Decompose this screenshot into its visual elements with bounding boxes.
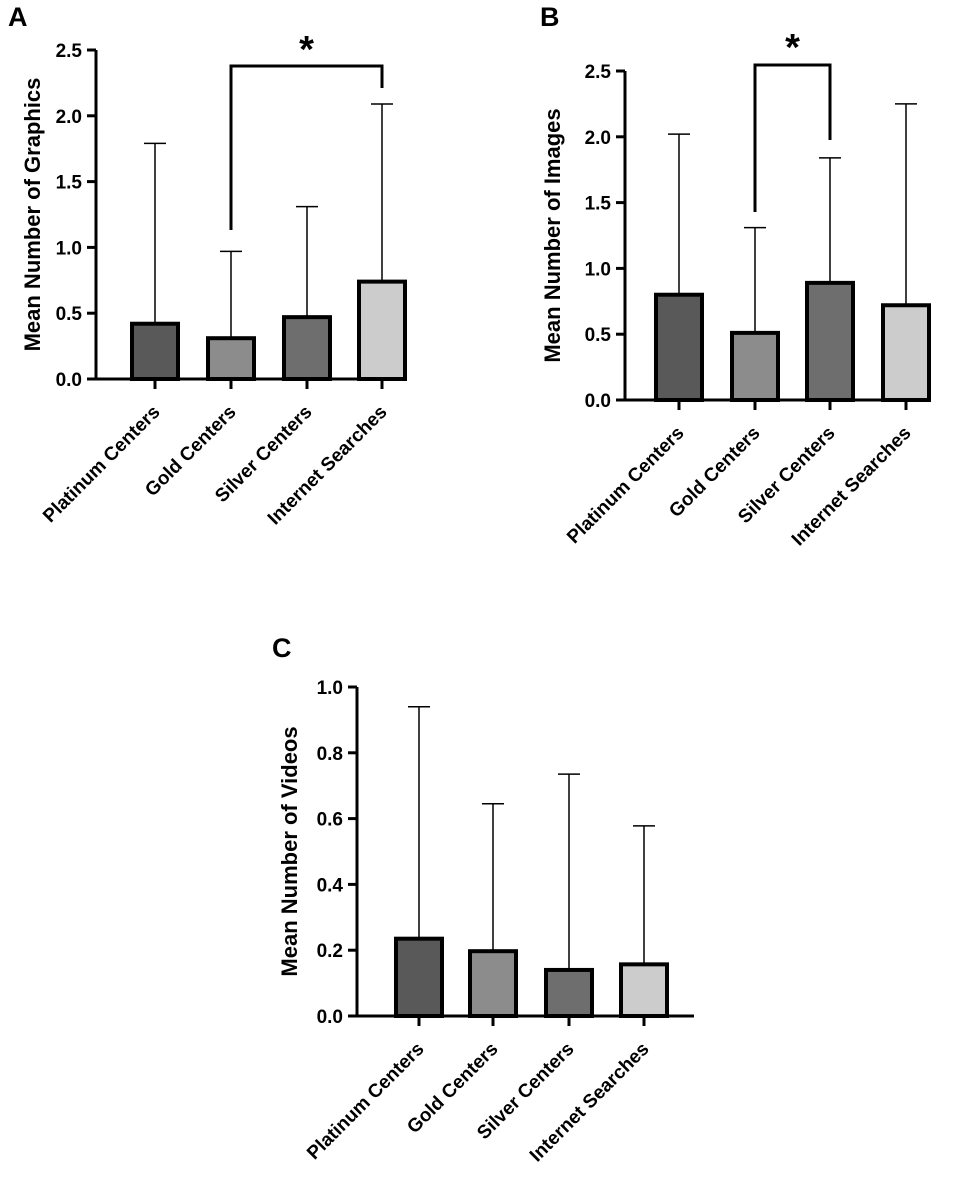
bar bbox=[206, 336, 256, 382]
bar bbox=[394, 936, 444, 1018]
panel-letter: A bbox=[8, 2, 28, 32]
y-tick-label: 2.5 bbox=[56, 41, 83, 62]
y-tick-label: 0.2 bbox=[317, 941, 343, 962]
y-tick-label: 0.0 bbox=[585, 391, 611, 412]
y-tick-label: 2.0 bbox=[585, 128, 611, 149]
x-tick-label: Platinum Centers bbox=[303, 1039, 428, 1164]
bar bbox=[544, 967, 594, 1019]
y-tick-label: 0.0 bbox=[56, 370, 82, 391]
y-tick-label: 0.5 bbox=[585, 325, 612, 346]
y-axis-label: Mean Number of Images bbox=[540, 108, 565, 362]
bar bbox=[730, 330, 780, 402]
significance-marker: * bbox=[785, 27, 800, 69]
y-tick-label: 1.5 bbox=[56, 173, 83, 194]
bar bbox=[130, 321, 180, 381]
significance-bracket bbox=[753, 63, 832, 212]
y-tick-label: 1.0 bbox=[56, 238, 82, 259]
y-tick-label: 1.0 bbox=[585, 259, 611, 280]
panel-letter: C bbox=[272, 633, 292, 663]
y-axis-label: Mean Number of Graphics bbox=[20, 78, 45, 352]
x-tick-label: Platinum Centers bbox=[563, 423, 688, 548]
y-tick-label: 0.8 bbox=[317, 744, 343, 765]
y-tick-label: 0.5 bbox=[56, 304, 83, 325]
y-tick-label: 0.0 bbox=[317, 1007, 343, 1028]
significance-marker: * bbox=[299, 29, 314, 71]
y-tick-label: 1.5 bbox=[585, 194, 612, 215]
bar bbox=[282, 315, 332, 382]
bar bbox=[654, 292, 704, 402]
bar bbox=[619, 962, 669, 1018]
bar bbox=[468, 949, 518, 1019]
y-tick-label: 1.0 bbox=[317, 678, 343, 699]
y-axis-label: Mean Number of Videos bbox=[277, 726, 302, 976]
y-tick-label: 2.5 bbox=[585, 62, 612, 83]
bar bbox=[805, 280, 855, 403]
x-tick-label: Platinum Centers bbox=[39, 402, 164, 527]
chart-panel-a: A Mean Number of Graphics Platinum Centers… bbox=[8, 2, 407, 529]
y-tick-label: 0.6 bbox=[317, 810, 343, 831]
bar bbox=[881, 303, 931, 402]
y-tick-label: 0.4 bbox=[317, 875, 344, 896]
bar bbox=[357, 279, 407, 381]
y-tick-label: 2.0 bbox=[56, 107, 82, 128]
significance-bracket bbox=[229, 64, 384, 230]
panel-letter: B bbox=[540, 2, 560, 32]
